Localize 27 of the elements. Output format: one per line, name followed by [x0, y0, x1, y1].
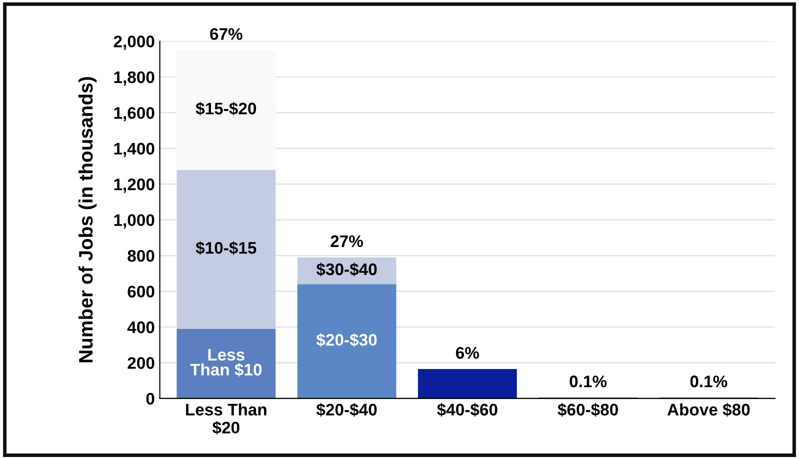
y-axis-title: Number of Jobs (in thousands) — [78, 77, 97, 362]
x-tick-label: Less Than $20 — [186, 403, 266, 435]
x-tick-label: $40-$60 — [437, 403, 498, 417]
y-tick-label: 1,200 — [114, 178, 154, 193]
y-tick-label: 800 — [128, 250, 154, 262]
y-tick-label: 1,000 — [114, 214, 154, 228]
series-label: $10-$15 — [196, 241, 256, 255]
annotation: 0.1% — [690, 376, 728, 388]
x-tick-label: $20-$40 — [316, 403, 377, 417]
annotation: 27% — [330, 235, 364, 248]
series-label: $15-$20 — [196, 102, 256, 116]
annotation: 0.1% — [570, 376, 607, 388]
annotation: 6% — [456, 346, 480, 359]
text: 67% — [210, 28, 242, 40]
x-tick-label: Above $80 — [667, 403, 750, 417]
y-tick-label: 1,400 — [114, 142, 154, 158]
series-label: Less Than $10 — [190, 349, 262, 377]
x-tick-label: $60-$80 — [558, 403, 618, 417]
y-tick-label: 400 — [127, 321, 154, 334]
y-tick-label: 600 — [128, 286, 154, 298]
y-tick-label: 2,000 — [114, 36, 154, 50]
y-tick-label: 200 — [128, 357, 154, 369]
y-tick-label: 1,800 — [114, 71, 154, 86]
y-tick-label: 0 — [146, 392, 154, 405]
series-label: $20-$30 — [316, 333, 377, 347]
y-tick-label: 1,600 — [114, 107, 154, 122]
series-label: $30-$40 — [316, 262, 377, 276]
